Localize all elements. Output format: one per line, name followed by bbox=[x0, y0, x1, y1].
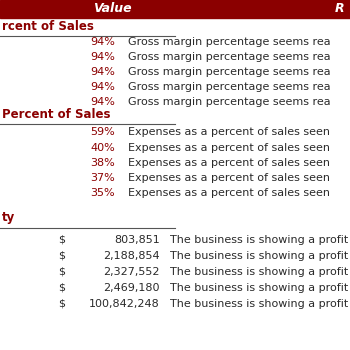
Text: 94%: 94% bbox=[90, 37, 115, 47]
Text: 35%: 35% bbox=[90, 188, 115, 198]
Text: R: R bbox=[335, 2, 345, 15]
Bar bbox=[0, 0, 350, 18]
Text: $: $ bbox=[58, 267, 65, 277]
Text: The business is showing a profit: The business is showing a profit bbox=[170, 299, 348, 309]
Text: $: $ bbox=[58, 299, 65, 309]
Text: rcent of Sales: rcent of Sales bbox=[2, 21, 94, 34]
Text: Gross margin percentage seems rea: Gross margin percentage seems rea bbox=[128, 37, 331, 47]
Text: 94%: 94% bbox=[90, 82, 115, 92]
Text: ty: ty bbox=[2, 211, 15, 224]
Text: $: $ bbox=[58, 283, 65, 293]
Text: 94%: 94% bbox=[90, 52, 115, 62]
Text: 803,851: 803,851 bbox=[114, 235, 160, 245]
Text: 94%: 94% bbox=[90, 67, 115, 77]
Text: The business is showing a profit: The business is showing a profit bbox=[170, 251, 348, 261]
Text: Value: Value bbox=[93, 2, 131, 15]
Text: 100,842,248: 100,842,248 bbox=[89, 299, 160, 309]
Text: 40%: 40% bbox=[90, 143, 115, 153]
Text: 37%: 37% bbox=[90, 173, 115, 183]
Text: The business is showing a profit: The business is showing a profit bbox=[170, 267, 348, 277]
Text: Gross margin percentage seems rea: Gross margin percentage seems rea bbox=[128, 97, 331, 107]
Text: Expenses as a percent of sales seen: Expenses as a percent of sales seen bbox=[128, 143, 330, 153]
Text: Expenses as a percent of sales seen: Expenses as a percent of sales seen bbox=[128, 158, 330, 168]
Text: Gross margin percentage seems rea: Gross margin percentage seems rea bbox=[128, 82, 331, 92]
Text: 2,469,180: 2,469,180 bbox=[104, 283, 160, 293]
Text: Gross margin percentage seems rea: Gross margin percentage seems rea bbox=[128, 52, 331, 62]
Text: $: $ bbox=[58, 235, 65, 245]
Text: Gross margin percentage seems rea: Gross margin percentage seems rea bbox=[128, 67, 331, 77]
Text: 94%: 94% bbox=[90, 97, 115, 107]
Text: 38%: 38% bbox=[90, 158, 115, 168]
Text: Percent of Sales: Percent of Sales bbox=[2, 108, 111, 121]
Text: $: $ bbox=[58, 251, 65, 261]
Text: 59%: 59% bbox=[90, 127, 115, 137]
Text: 2,188,854: 2,188,854 bbox=[103, 251, 160, 261]
Text: The business is showing a profit: The business is showing a profit bbox=[170, 235, 348, 245]
Text: 2,327,552: 2,327,552 bbox=[104, 267, 160, 277]
Text: Expenses as a percent of sales seen: Expenses as a percent of sales seen bbox=[128, 188, 330, 198]
Text: Expenses as a percent of sales seen: Expenses as a percent of sales seen bbox=[128, 173, 330, 183]
Text: The business is showing a profit: The business is showing a profit bbox=[170, 283, 348, 293]
Text: Expenses as a percent of sales seen: Expenses as a percent of sales seen bbox=[128, 127, 330, 137]
